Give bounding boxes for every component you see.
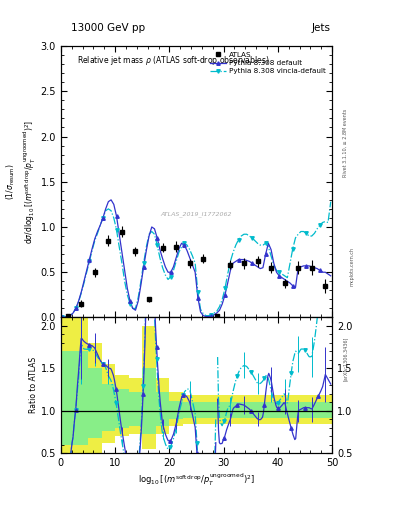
Y-axis label: Ratio to ATLAS: Ratio to ATLAS — [29, 357, 38, 413]
Text: [arXiv:1306.3436]: [arXiv:1306.3436] — [343, 336, 348, 380]
Y-axis label: $(1/\sigma_\mathrm{resum})$
d$\sigma$/d$\log_{10}[(m^\mathrm{soft\,drop}/p_T^\ma: $(1/\sigma_\mathrm{resum})$ d$\sigma$/d$… — [4, 120, 38, 244]
Text: mcplots.cern.ch: mcplots.cern.ch — [350, 247, 355, 286]
Legend: ATLAS, Pythia 8.308 default, Pythia 8.308 vincia-default: ATLAS, Pythia 8.308 default, Pythia 8.30… — [208, 50, 329, 76]
Text: Jets: Jets — [311, 23, 330, 33]
X-axis label: $\log_{10}[(m^{\mathrm{soft\,drop}}/p_T^{\mathrm{ungroomed}})^2]$: $\log_{10}[(m^{\mathrm{soft\,drop}}/p_T^… — [138, 472, 255, 488]
Text: Relative jet mass $\rho$ (ATLAS soft-drop observables): Relative jet mass $\rho$ (ATLAS soft-dro… — [77, 54, 270, 67]
Text: ATLAS_2019_I1772062: ATLAS_2019_I1772062 — [161, 211, 232, 217]
Text: Rivet 3.1.10, ≥ 2.8M events: Rivet 3.1.10, ≥ 2.8M events — [343, 109, 348, 178]
Text: 13000 GeV pp: 13000 GeV pp — [71, 23, 145, 33]
